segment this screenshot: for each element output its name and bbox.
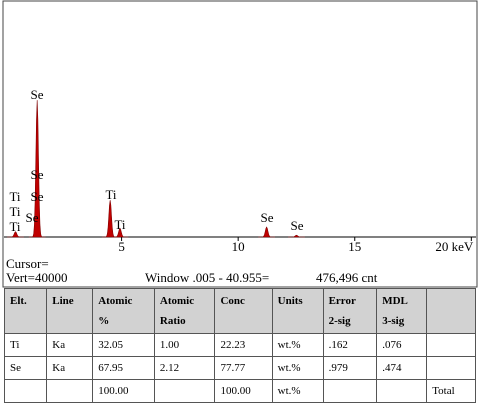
table-cell: Ka [46, 356, 94, 380]
header-text: Atomic [98, 295, 133, 307]
peak [111, 227, 129, 238]
peak-label: Se [31, 167, 44, 182]
header-text: 3-sig [382, 315, 405, 327]
spectrum-panel: Cursor= Vert=40000 Window .005 - 40.955=… [2, 0, 478, 288]
table-row: Ti Ka 32.05 1.00 22.23 wt.% .162.076 [3, 333, 476, 357]
header-text: Ratio [159, 315, 186, 327]
table-cell: Se [3, 356, 48, 380]
x-tick-label: 10 [232, 239, 245, 254]
peak [258, 226, 276, 238]
header-row: Elt. Line Atomic% Atomic Ratio Conc Units Error… [3, 288, 476, 334]
header-text: % [98, 315, 110, 327]
header-cell: Atomic% [92, 288, 155, 334]
peak-label: Ti [105, 187, 116, 202]
header-cell: Units [271, 288, 324, 334]
peak-label: Se [31, 87, 44, 102]
header-cell: Elt. [3, 288, 48, 334]
header-text: 2-sig [328, 315, 351, 327]
peak-label: Ti [9, 219, 20, 234]
table-cell: 67.95 [92, 356, 155, 380]
table-cell: .979 [322, 356, 378, 380]
table-cell [426, 333, 476, 357]
header-text: Units [277, 295, 303, 307]
table-row: 100.00 100.00 wt.% Total [3, 379, 476, 403]
peak-label: Se [26, 210, 39, 225]
header-text: Atomic [159, 295, 195, 307]
window-text: Window .005 - 40.955= [145, 270, 269, 285]
cursor-text: Cursor= [6, 256, 49, 271]
table-cell [153, 379, 216, 403]
table-cell: 32.05 [92, 333, 155, 357]
header-text: Line [52, 295, 74, 307]
header-text: Error [328, 295, 356, 307]
header-cell [426, 288, 476, 334]
table-cell: Ti [3, 333, 48, 357]
table-cell: 100.00 [92, 379, 155, 403]
table-cell: Total [426, 379, 476, 403]
table-cell: 1.00 [153, 333, 216, 357]
table-row: Se Ka 67.95 2.12 77.77 wt.% .979.474 [3, 356, 476, 380]
header-cell: Line [46, 288, 94, 334]
peak-label: Se [291, 218, 304, 233]
table-cell: wt.% [271, 333, 324, 357]
table-body: Ti Ka 32.05 1.00 22.23 wt.% .162.076 Se Ka 67.95 2… [3, 333, 476, 403]
table-cell: 77.77 [214, 356, 273, 380]
table-cell: .076 [376, 333, 428, 357]
vert-text: Vert=40000 [6, 270, 68, 285]
header-text: Conc [220, 295, 245, 307]
count-text: 476,496 cnt [316, 270, 378, 285]
header-cell: Conc [214, 288, 273, 334]
table-cell: wt.% [271, 356, 324, 380]
header-cell: MDL 3-sig [376, 288, 428, 334]
table-cell: Ka [46, 333, 94, 357]
header-cell: Error 2-sig [322, 288, 378, 334]
table-cell: .474 [376, 356, 428, 380]
header-cell: Atomic Ratio [153, 288, 216, 334]
table-cell: 22.23 [214, 333, 273, 357]
peak-label: Ti [114, 217, 125, 232]
x-tick-label: 20 keV [435, 239, 474, 254]
table-cell: .162 [322, 333, 378, 357]
peak-label: Se [31, 189, 44, 204]
peak-label: Ti [9, 204, 20, 219]
header-text: Elt. [10, 295, 27, 307]
peak [288, 234, 305, 238]
table-cell [46, 379, 94, 403]
peak [28, 100, 46, 238]
peak-label: Ti [9, 189, 20, 204]
table-cell: 2.12 [153, 356, 216, 380]
results-table: Elt. Line Atomic% Atomic Ratio Conc Units Error… [3, 288, 476, 403]
table-cell [3, 379, 48, 403]
x-tick-label: 15 [348, 239, 361, 254]
table-cell [376, 379, 428, 403]
x-tick-label: 5 [118, 239, 125, 254]
table-cell [426, 356, 476, 380]
peak [7, 231, 24, 238]
table-cell: 100.00 [214, 379, 273, 403]
peak-label: Se [261, 210, 274, 225]
table-cell [322, 379, 378, 403]
frame [2, 0, 478, 288]
header-text: MDL [382, 295, 408, 307]
table-cell: wt.% [271, 379, 324, 403]
